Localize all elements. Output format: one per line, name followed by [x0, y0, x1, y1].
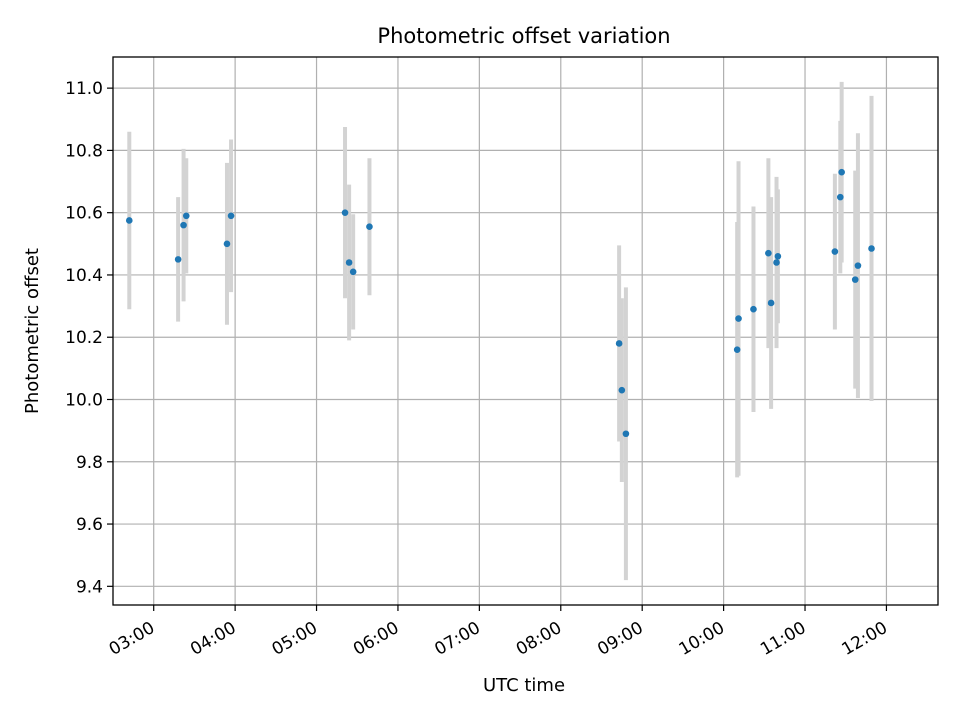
data-point	[735, 315, 742, 322]
plot-frame	[112, 56, 939, 606]
data-point	[341, 209, 349, 216]
data-point	[366, 223, 373, 230]
data-points	[125, 168, 875, 438]
y-tick-label: 9.4	[76, 577, 103, 597]
data-point	[831, 248, 839, 255]
data-point	[615, 340, 623, 347]
data-point	[854, 262, 862, 269]
data-point	[182, 212, 190, 220]
y-tick-label: 10.4	[65, 266, 103, 286]
y-tick-label: 9.8	[76, 453, 103, 473]
data-point	[622, 430, 630, 438]
data-point	[851, 276, 859, 283]
data-point	[773, 259, 780, 266]
data-point	[227, 212, 235, 220]
x-axis-label: UTC time	[483, 675, 565, 696]
y-tick-label: 10.2	[65, 328, 103, 348]
y-axis-label: Photometric offset	[22, 248, 43, 414]
data-point	[767, 299, 775, 307]
data-point	[750, 305, 757, 313]
data-point	[733, 346, 741, 353]
data-point	[838, 168, 845, 176]
y-tick-label: 11.0	[65, 79, 103, 99]
y-tick-label: 10.0	[65, 391, 103, 411]
data-point	[223, 240, 231, 248]
data-point	[837, 193, 844, 201]
chart-title: Photometric offset variation	[377, 24, 670, 48]
data-point	[174, 256, 182, 263]
y-tick-label: 9.6	[76, 515, 103, 535]
grid-lines	[113, 57, 938, 605]
y-axis-ticks: 9.4 9.6 9.8 10.0 10.2 10.4 10.6 10.8 11.0	[65, 79, 113, 597]
y-tick-label: 10.8	[65, 141, 103, 161]
data-point	[774, 252, 782, 260]
data-point	[618, 386, 626, 394]
data-point	[349, 268, 357, 276]
data-point	[345, 259, 353, 266]
data-point	[180, 221, 187, 229]
data-point	[868, 245, 875, 252]
data-point	[765, 249, 772, 257]
data-point	[125, 217, 133, 224]
y-tick-label: 10.6	[65, 204, 103, 224]
